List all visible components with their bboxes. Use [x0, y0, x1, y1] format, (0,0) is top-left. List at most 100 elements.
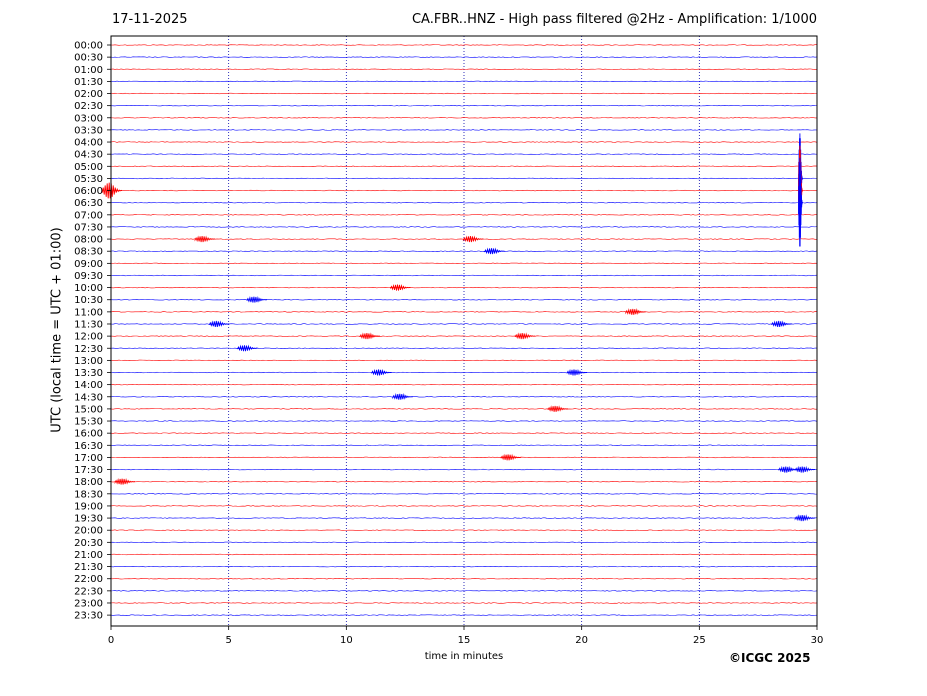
event-burst	[208, 320, 230, 327]
event-burst	[794, 465, 816, 473]
event-burst	[547, 405, 569, 412]
y-tick-label: 12:30	[74, 344, 103, 355]
x-axis-label: time in minutes	[424, 651, 504, 662]
trace-line	[110, 189, 818, 192]
trace-line	[110, 141, 818, 143]
trace-line	[110, 432, 818, 434]
seismic-events	[101, 133, 816, 522]
trace-line	[110, 529, 818, 531]
y-axis-label: UTC (local time = UTC + 01:00)	[49, 227, 65, 433]
trace-line	[110, 420, 818, 422]
y-tick-label: 16:30	[74, 441, 103, 452]
x-tick-label: 10	[340, 635, 353, 646]
y-tick-label: 04:00	[74, 138, 103, 149]
y-tick-label: 11:30	[74, 319, 103, 330]
trace-line	[110, 444, 817, 446]
y-tick-label: 23:30	[74, 611, 103, 622]
trace-line	[110, 468, 818, 471]
event-burst	[484, 247, 505, 255]
trace-line	[110, 44, 818, 46]
event-burst	[794, 514, 816, 522]
y-tick-label: 07:00	[74, 210, 103, 221]
trace-line	[110, 104, 818, 107]
y-tick-label: 14:30	[74, 392, 103, 403]
y-tick-label: 08:00	[74, 235, 103, 246]
trace-line	[110, 565, 818, 568]
event-burst	[798, 157, 803, 247]
y-axis: 00:0000:3001:0001:3002:0002:3003:0003:30…	[74, 41, 111, 622]
x-tick-label: 25	[693, 635, 706, 646]
y-tick-label: 05:00	[74, 162, 103, 173]
y-tick-label: 21:30	[74, 562, 103, 573]
x-tick-label: 30	[811, 635, 824, 646]
copyright-label: ©ICGC 2025	[729, 651, 811, 665]
trace-line	[110, 274, 818, 277]
y-tick-label: 17:00	[74, 453, 103, 464]
chart-title: CA.FBR..HNZ - High pass filtered @2Hz - …	[411, 12, 817, 27]
y-tick-label: 05:30	[74, 174, 103, 185]
trace-line	[110, 153, 818, 155]
trace-line	[110, 408, 818, 410]
event-burst	[566, 368, 587, 376]
y-tick-label: 01:00	[74, 65, 103, 76]
trace-line	[110, 371, 818, 374]
y-tick-label: 06:00	[74, 186, 103, 197]
event-burst	[771, 320, 792, 327]
y-tick-label: 15:30	[74, 417, 103, 428]
y-tick-label: 15:00	[74, 404, 103, 415]
y-tick-label: 19:30	[74, 514, 103, 525]
x-tick-label: 5	[225, 635, 231, 646]
y-tick-label: 00:30	[74, 53, 103, 64]
trace-line	[110, 578, 818, 580]
trace-line	[110, 505, 818, 507]
trace-line	[110, 347, 818, 349]
y-tick-label: 22:30	[74, 586, 103, 597]
y-tick-label: 09:00	[74, 259, 103, 270]
y-tick-label: 09:30	[74, 271, 103, 282]
y-tick-label: 18:00	[74, 477, 103, 488]
trace-line	[110, 517, 818, 519]
event-burst	[392, 393, 413, 400]
y-tick-label: 11:00	[74, 307, 103, 318]
trace-line	[110, 286, 818, 289]
y-tick-label: 19:00	[74, 501, 103, 512]
y-tick-label: 13:30	[74, 368, 103, 379]
y-tick-label: 16:00	[74, 429, 103, 440]
trace-line	[110, 359, 818, 362]
trace-line	[110, 250, 818, 252]
trace-line	[110, 335, 818, 337]
vertical-grid	[228, 36, 700, 626]
date-label: 17-11-2025	[112, 12, 188, 27]
y-tick-label: 03:00	[74, 113, 103, 124]
y-tick-label: 02:30	[74, 101, 103, 112]
event-burst	[101, 182, 123, 199]
event-burst	[359, 332, 380, 340]
event-burst	[500, 453, 522, 461]
event-burst	[194, 235, 216, 243]
event-burst	[237, 344, 258, 352]
trace-line	[110, 68, 818, 70]
y-tick-label: 13:00	[74, 356, 103, 367]
trace-line	[110, 456, 818, 459]
trace-line	[110, 129, 818, 131]
trace-line	[110, 481, 818, 483]
trace-line	[110, 165, 818, 167]
trace-line	[110, 299, 818, 301]
y-tick-label: 22:00	[74, 574, 103, 585]
event-burst	[114, 478, 136, 485]
event-burst	[390, 283, 411, 291]
y-tick-label: 20:00	[74, 526, 103, 537]
y-tick-label: 17:30	[74, 465, 103, 476]
x-tick-label: 15	[458, 635, 471, 646]
trace-line	[110, 614, 818, 616]
y-tick-label: 10:00	[74, 283, 103, 294]
trace-line	[110, 226, 818, 228]
y-tick-label: 23:00	[74, 598, 103, 609]
y-tick-label: 01:30	[74, 77, 103, 88]
x-axis: 0 5 10 15 20 25 30	[108, 626, 824, 646]
trace-line	[110, 262, 818, 264]
y-tick-label: 08:30	[74, 247, 103, 258]
seismic-traces	[110, 44, 818, 616]
x-tick-label: 20	[575, 635, 588, 646]
y-tick-label: 18:30	[74, 489, 103, 500]
